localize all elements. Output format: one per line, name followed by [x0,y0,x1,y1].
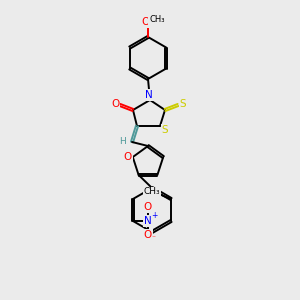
Text: S: S [162,125,168,135]
Text: CH₃: CH₃ [144,188,160,196]
Text: N: N [144,216,152,226]
Text: H: H [120,136,126,146]
Text: O: O [124,152,132,162]
Text: O: O [141,17,149,27]
Text: ⁻: ⁻ [152,233,156,242]
Text: N: N [145,90,153,100]
Text: O: O [144,230,152,240]
Text: O: O [111,99,119,109]
Text: +: + [151,212,157,220]
Text: S: S [180,99,186,109]
Text: CH₃: CH₃ [149,16,165,25]
Text: O: O [144,202,152,212]
